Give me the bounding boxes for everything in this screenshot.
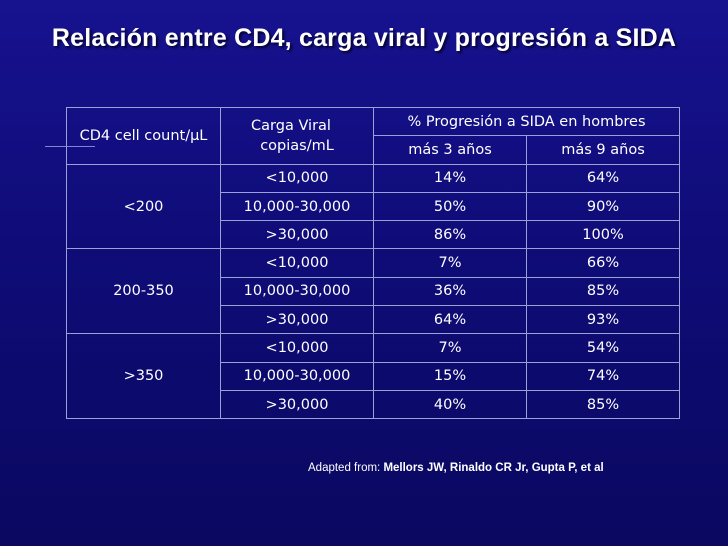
progresion-9-anos-cell: 85% [526, 276, 680, 307]
progresion-3-anos-cell: 14% [373, 163, 527, 193]
cd4-group-cell: <200 [66, 163, 221, 250]
table-row: >30,000 64% 93% [67, 305, 680, 335]
header-row: CD4 cell count/µL Carga Viral copias/mL … [66, 106, 680, 165]
progresion-9-anos-cell: 74% [526, 361, 680, 391]
progresion-9-anos-cell: 90% [526, 191, 680, 222]
progresion-3-anos-cell: 7% [373, 333, 527, 363]
progresion-9-anos-cell: 54% [526, 333, 680, 363]
source-footnote: Adapted from: Mellors JW, Rinaldo CR Jr,… [308, 462, 604, 474]
carga-viral-cell: 10,000-30,000 [220, 361, 374, 391]
table-row: 10,000-30,000 15% 74% [67, 361, 680, 391]
header-carga-line1: Carga Viral [251, 117, 331, 134]
carga-viral-cell: <10,000 [220, 333, 374, 363]
footnote-source: Mellors JW, Rinaldo CR Jr, Gupta P, et a… [383, 462, 604, 474]
table-row: 10,000-30,000 50% 90% [67, 191, 680, 222]
subheader-row: más 3 años más 9 años [67, 135, 680, 165]
cd4-group-cell: >350 [66, 333, 221, 420]
slide-title: Relación entre CD4, carga viral y progre… [51, 24, 677, 52]
progresion-3-anos-cell: 86% [373, 220, 527, 250]
header-carga-line2: copias/mL [260, 137, 334, 154]
progresion-9-anos-cell: 93% [526, 305, 680, 335]
header-carga-viral: Carga Viral copias/mL [220, 107, 374, 165]
carga-viral-cell: 10,000-30,000 [220, 191, 374, 222]
progresion-3-anos-cell: 7% [373, 248, 527, 278]
header-mas-3-anos: más 3 años [373, 135, 527, 165]
carga-viral-cell: >30,000 [220, 220, 374, 250]
table-row: >350 <10,000 7% 54% [66, 333, 680, 420]
progression-table: CD4 cell count/µL Carga Viral copias/mL … [66, 106, 680, 420]
carga-viral-cell: <10,000 [220, 163, 374, 193]
table-row: 200-350 <10,000 7% 66% [66, 248, 680, 335]
table-row: 10,000-30,000 36% 85% [67, 276, 680, 307]
carga-viral-cell: <10,000 [220, 248, 374, 278]
progresion-3-anos-cell: 36% [373, 276, 527, 307]
progresion-9-anos-cell: 100% [526, 220, 680, 250]
progresion-9-anos-cell: 85% [526, 389, 680, 420]
header-cd4: CD4 cell count/µL [66, 107, 221, 165]
table-row: >30,000 40% 85% [67, 389, 680, 420]
table-row: >30,000 86% 100% [67, 220, 680, 250]
carga-viral-cell: >30,000 [220, 389, 374, 420]
progresion-9-anos-cell: 66% [526, 248, 680, 278]
footnote-prefix: Adapted from: [308, 462, 384, 474]
progresion-3-anos-cell: 50% [373, 191, 527, 222]
header-progresion: % Progresión a SIDA en hombres [373, 106, 680, 137]
progresion-9-anos-cell: 64% [526, 163, 680, 193]
header-mas-9-anos: más 9 años [526, 135, 680, 165]
progresion-3-anos-cell: 64% [373, 305, 527, 335]
progresion-3-anos-cell: 15% [373, 361, 527, 391]
table-row: <200 <10,000 14% 64% [66, 163, 680, 250]
carga-viral-cell: >30,000 [220, 305, 374, 335]
carga-viral-cell: 10,000-30,000 [220, 276, 374, 307]
progresion-3-anos-cell: 40% [373, 389, 527, 420]
cd4-group-cell: 200-350 [66, 248, 221, 335]
